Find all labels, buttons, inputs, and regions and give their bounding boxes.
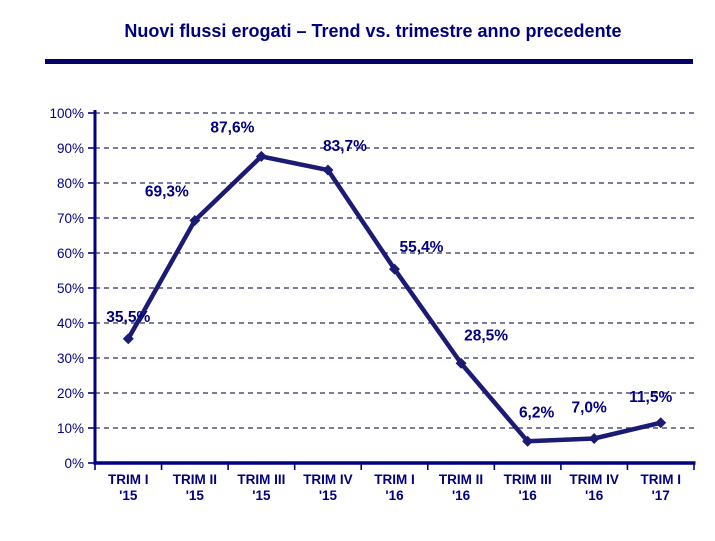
data-point-label: 28,5% xyxy=(464,327,508,344)
data-point-label: 55,4% xyxy=(400,239,444,256)
data-point-label: 35,5% xyxy=(106,309,150,326)
data-point-marker xyxy=(389,263,400,275)
y-axis-label: 20% xyxy=(57,386,84,401)
x-axis-label: TRIM II '16 xyxy=(439,472,483,503)
x-axis-label: TRIM IV '16 xyxy=(569,472,619,503)
data-point-label: 7,0% xyxy=(571,400,607,417)
data-point-label: 87,6% xyxy=(210,119,254,136)
x-axis-label: TRIM III '16 xyxy=(504,472,552,503)
title-underline xyxy=(45,59,693,64)
x-axis-label: TRIM II '15 xyxy=(173,472,217,503)
data-point-marker xyxy=(322,164,334,176)
y-axis-label: 70% xyxy=(57,211,84,226)
y-axis-label: 30% xyxy=(57,351,84,366)
data-point-marker xyxy=(522,435,534,447)
x-axis-label: TRIM I '15 xyxy=(108,472,149,503)
data-point-marker xyxy=(588,433,600,444)
x-axis-label: TRIM IV '15 xyxy=(303,472,353,503)
x-axis-label: TRIM III '15 xyxy=(237,472,285,503)
data-point-marker xyxy=(189,214,201,226)
y-axis-label: 80% xyxy=(57,176,84,191)
data-point-marker xyxy=(255,150,267,162)
data-point-marker xyxy=(455,357,467,369)
data-point-marker xyxy=(655,417,667,429)
x-axis-label: TRIM I '17 xyxy=(640,472,681,503)
y-axis-label: 10% xyxy=(57,421,84,436)
data-point-label: 11,5% xyxy=(629,389,672,406)
data-point-label: 83,7% xyxy=(323,138,367,155)
y-axis-label: 90% xyxy=(57,141,84,156)
data-point-marker xyxy=(122,333,134,345)
y-axis-label: 60% xyxy=(57,246,84,261)
y-axis-label: 40% xyxy=(57,316,84,331)
data-point-label: 6,2% xyxy=(519,404,555,421)
chart-title: Nuovi flussi erogati – Trend vs. trimest… xyxy=(124,21,622,41)
data-point-label: 69,3% xyxy=(145,183,189,200)
y-axis-label: 0% xyxy=(64,456,84,471)
x-axis-label: TRIM I '16 xyxy=(374,472,415,503)
y-axis-label: 50% xyxy=(57,281,84,296)
y-axis-label: 100% xyxy=(49,106,84,121)
